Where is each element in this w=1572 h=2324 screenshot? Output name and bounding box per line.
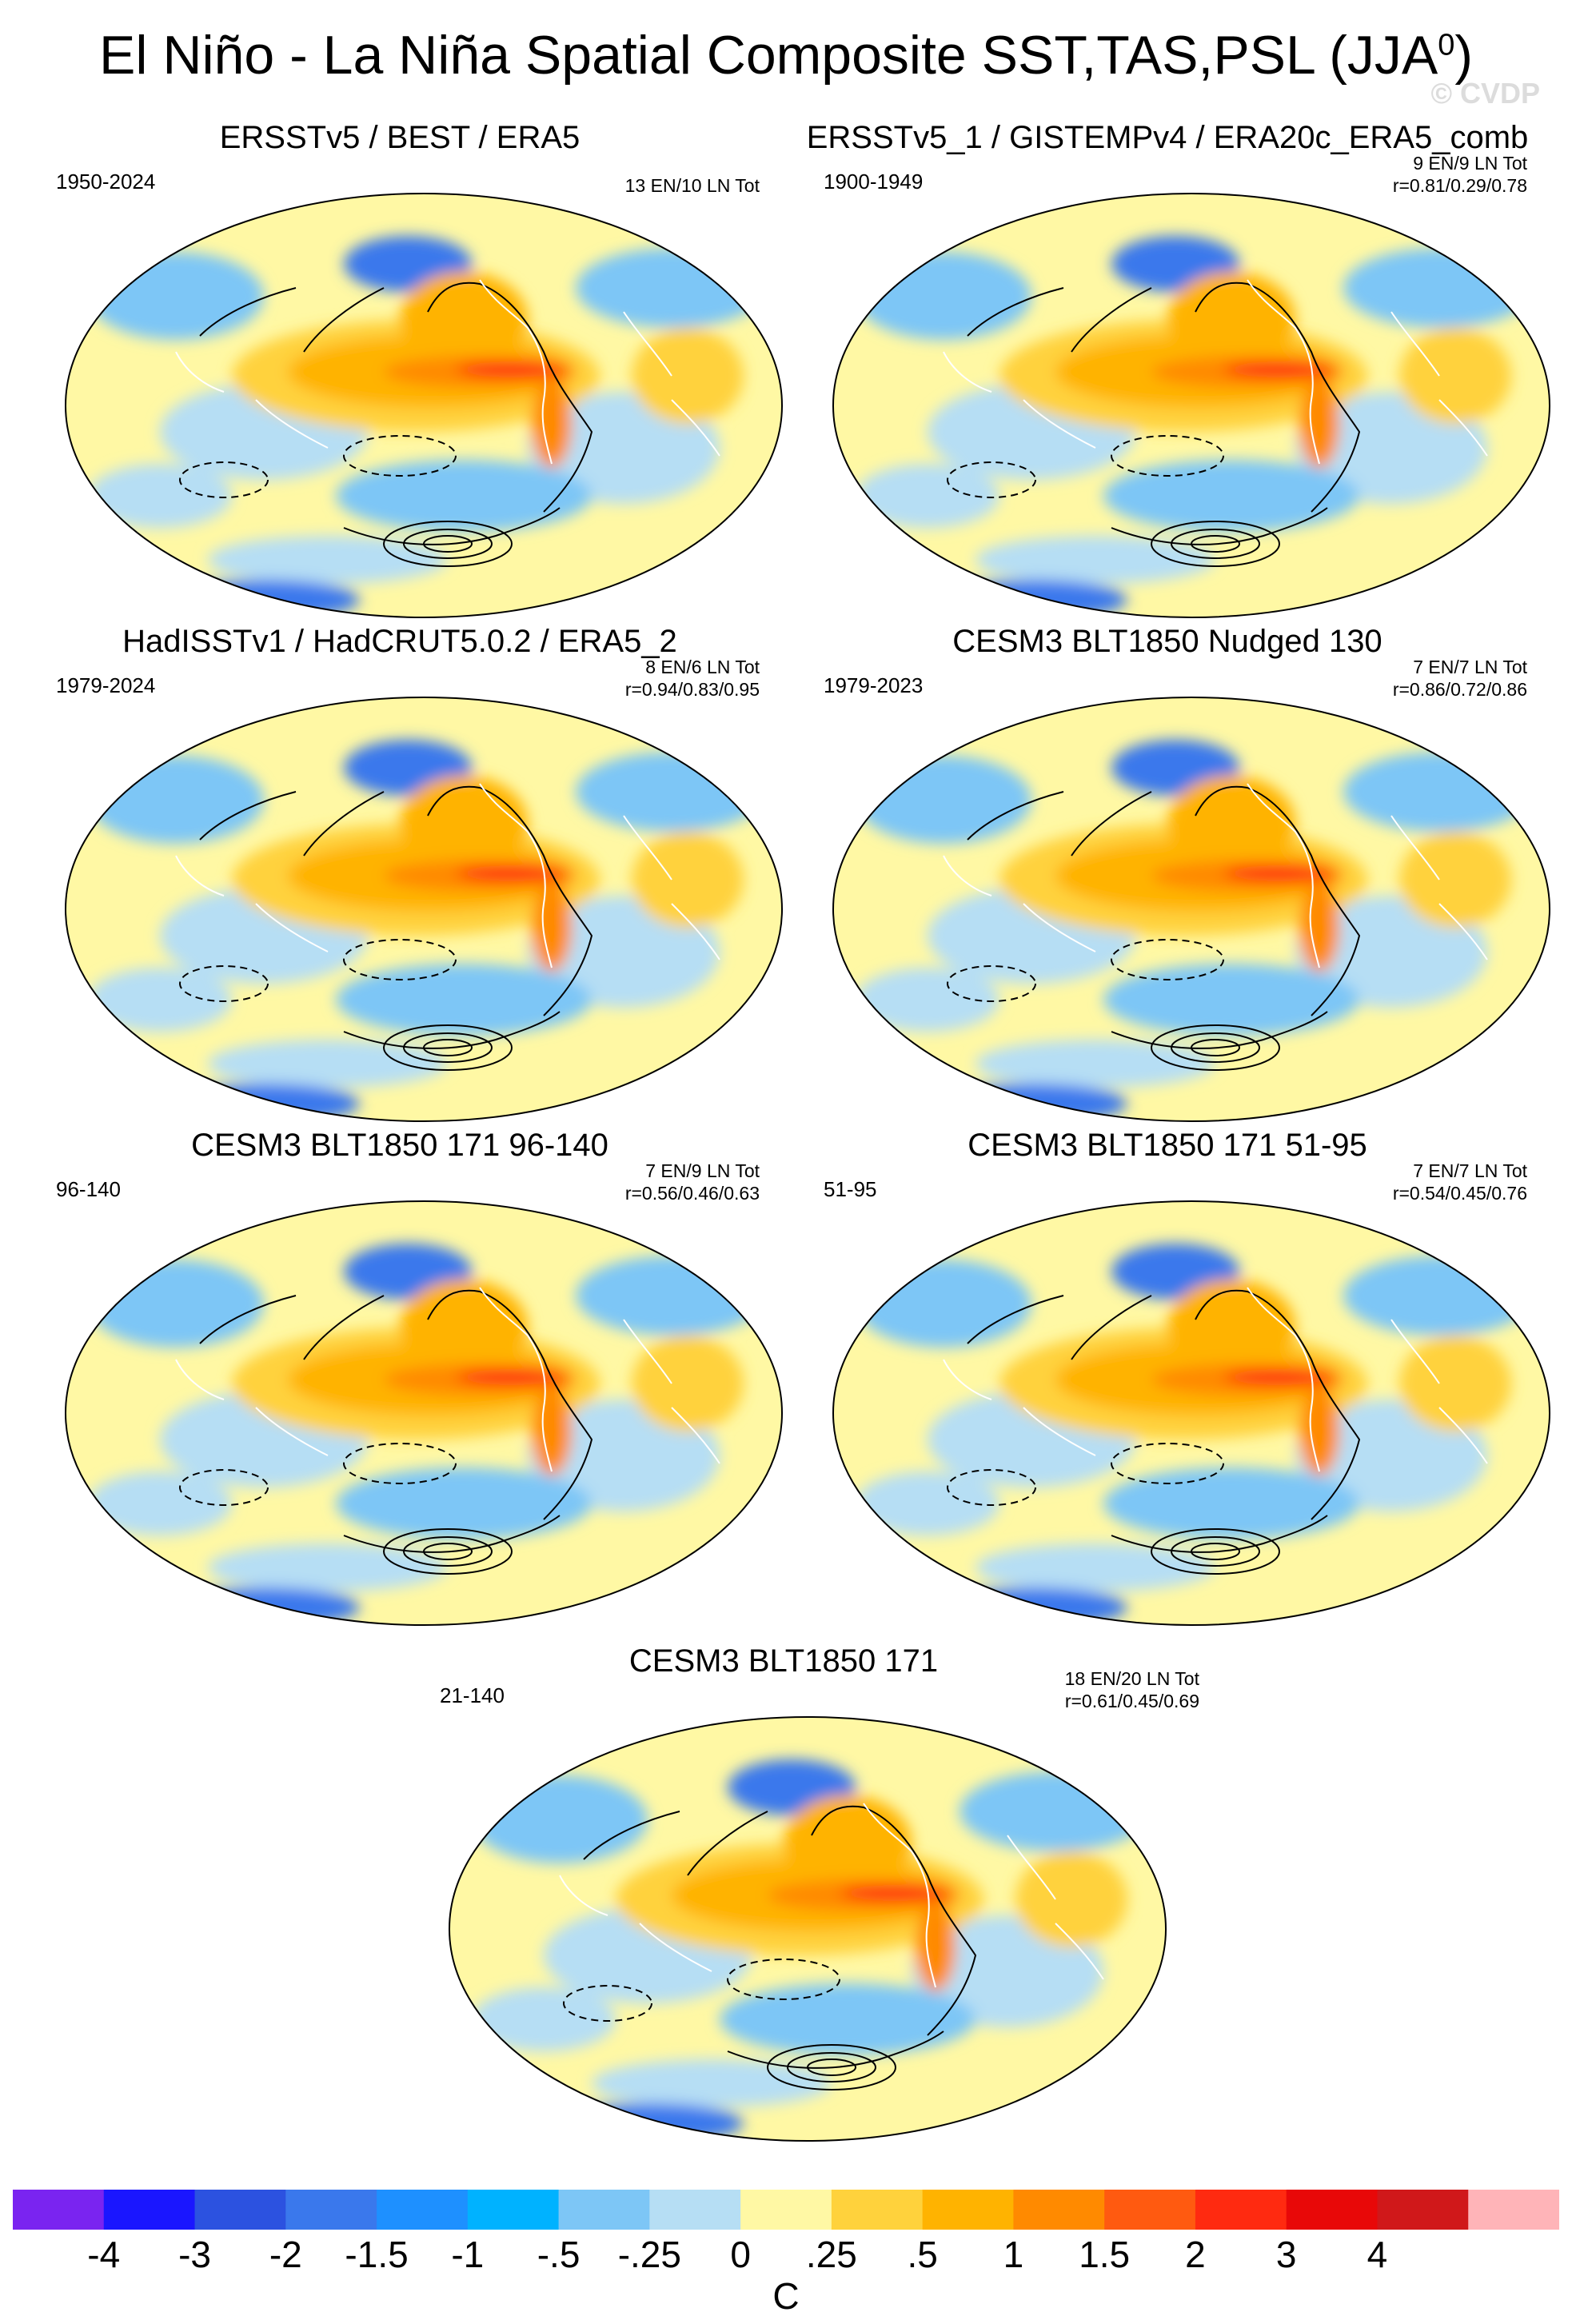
panel-years: 1950-2024 <box>56 170 156 194</box>
composite-map <box>832 192 1551 620</box>
panel-6: CESM3 BLT1850 171 51-95 51-95 7 EN/7 LN … <box>800 1128 1535 1627</box>
panel-stats: 8 EN/6 LN Tot r=0.94/0.83/0.95 <box>625 656 760 701</box>
panel-correlation: r=0.81/0.29/0.78 <box>1392 175 1527 196</box>
colorbar-box <box>13 2190 105 2230</box>
colorbar-box <box>103 2190 196 2230</box>
panel-3: HadISSTv1 / HadCRUT5.0.2 / ERA5_2 1979-2… <box>32 624 768 1124</box>
tick-label: -1.5 <box>345 2234 409 2275</box>
colorbar-box <box>740 2190 832 2230</box>
panel-years: 1979-2023 <box>824 673 924 697</box>
panel-stats: 7 EN/9 LN Tot r=0.56/0.46/0.63 <box>625 1160 760 1204</box>
panel-count: 7 EN/7 LN Tot <box>1413 657 1527 677</box>
tick-label: -2 <box>269 2234 302 2275</box>
composite-map <box>64 1200 784 1627</box>
panel-years: 21-140 <box>440 1683 505 1707</box>
figure-title: El Niño - La Niña Spatial Composite SST,… <box>0 24 1572 86</box>
colorbar-box <box>285 2190 377 2230</box>
colorbar <box>13 2190 1559 2230</box>
colorbar-box <box>922 2190 1014 2230</box>
colorbar-box <box>467 2190 560 2230</box>
title-text: El Niño - La Niña Spatial Composite SST,… <box>98 25 1438 86</box>
panel-stats: 18 EN/20 LN Tot r=0.61/0.45/0.69 <box>1065 1667 1199 1712</box>
panel-count: 7 EN/9 LN Tot <box>645 1160 760 1181</box>
panel-1: ERSSTv5 / BEST / ERA5 1950-2024 13 EN/10… <box>32 120 768 620</box>
panel-stats: 9 EN/9 LN Tot r=0.81/0.29/0.78 <box>1393 152 1527 197</box>
panel-title: CESM3 BLT1850 171 96-140 <box>191 1128 608 1163</box>
panel-title: HadISSTv1 / HadCRUT5.0.2 / ERA5_2 <box>122 624 677 659</box>
tick-label: 3 <box>1275 2234 1297 2275</box>
panel-correlation: r=0.56/0.46/0.63 <box>624 1183 760 1204</box>
panel-correlation: r=0.54/0.45/0.76 <box>1392 1183 1527 1204</box>
panel-count: 7 EN/7 LN Tot <box>1413 1160 1527 1181</box>
panel-count: 18 EN/20 LN Tot <box>1064 1668 1199 1689</box>
colorbar-box <box>1104 2190 1196 2230</box>
colorbar-box <box>558 2190 650 2230</box>
tick-label: .5 <box>907 2234 938 2275</box>
panel-count: 9 EN/9 LN Tot <box>1413 153 1527 174</box>
composite-map <box>832 696 1551 1124</box>
colorbar-box <box>377 2190 469 2230</box>
cvdp-watermark: © CVDP <box>1430 77 1540 110</box>
colorbar-box <box>194 2190 286 2230</box>
panel-years: 1900-1949 <box>824 170 924 194</box>
panel-stats: 7 EN/7 LN Tot r=0.86/0.72/0.86 <box>1393 656 1527 701</box>
tick-label: 1.5 <box>1079 2234 1131 2275</box>
composite-map <box>448 1715 1167 2143</box>
tick-label: -.5 <box>537 2234 581 2275</box>
composite-map <box>64 192 784 620</box>
title-close: ) <box>1454 25 1474 86</box>
tick-label: 0 <box>730 2234 751 2275</box>
tick-label: -1 <box>451 2234 485 2275</box>
tick-label: -4 <box>87 2234 121 2275</box>
panel-title: ERSSTv5 / BEST / ERA5 <box>219 120 581 155</box>
tick-label: 2 <box>1185 2234 1206 2275</box>
panel-title: CESM3 BLT1850 171 <box>628 1643 939 1679</box>
panel-title: CESM3 BLT1850 Nudged 130 <box>952 624 1382 659</box>
panel-stats: 13 EN/10 LN Tot <box>625 174 760 197</box>
tick-label: 1 <box>1003 2234 1024 2275</box>
colorbar-box <box>831 2190 924 2230</box>
panel-5: CESM3 BLT1850 171 96-140 96-140 7 EN/9 L… <box>32 1128 768 1627</box>
panel-count: 8 EN/6 LN Tot <box>645 657 760 677</box>
panel-7: CESM3 BLT1850 171 21-140 18 EN/20 LN Tot… <box>416 1643 1199 2143</box>
colorbar-unit: C <box>772 2275 800 2317</box>
panel-4: CESM3 BLT1850 Nudged 130 1979-2023 7 EN/… <box>800 624 1535 1124</box>
tick-label: 4 <box>1367 2234 1388 2275</box>
panel-years: 51-95 <box>824 1177 877 1201</box>
tick-label: -3 <box>178 2234 211 2275</box>
panel-title: ERSSTv5_1 / GISTEMPv4 / ERA20c_ERA5_comb <box>806 120 1529 155</box>
panel-correlation: r=0.86/0.72/0.86 <box>1392 679 1527 700</box>
panel-correlation: r=0.61/0.45/0.69 <box>1064 1691 1199 1711</box>
tick-label: -.25 <box>617 2234 681 2275</box>
panel-correlation: r=0.94/0.83/0.95 <box>624 679 760 700</box>
panel-years: 1979-2024 <box>56 673 156 697</box>
panel-years: 96-140 <box>56 1177 121 1201</box>
colorbar-box <box>649 2190 741 2230</box>
panel-stats: 7 EN/7 LN Tot r=0.54/0.45/0.76 <box>1393 1160 1527 1204</box>
panel-count: 13 EN/10 LN Tot <box>624 175 760 196</box>
colorbar-box <box>1377 2190 1469 2230</box>
colorbar-box <box>1195 2190 1287 2230</box>
panel-title: CESM3 BLT1850 171 51-95 <box>968 1128 1367 1163</box>
composite-map <box>64 696 784 1124</box>
title-superscript: 0 <box>1438 28 1455 62</box>
colorbar-box <box>1468 2190 1559 2230</box>
colorbar-box <box>1286 2190 1378 2230</box>
colorbar-ticks: -4 -3 -2 -1.5 -1 -.5 -.25 0 .25 .5 1 1.5… <box>13 2233 1559 2281</box>
panel-2: ERSSTv5_1 / GISTEMPv4 / ERA20c_ERA5_comb… <box>800 120 1535 620</box>
composite-map <box>832 1200 1551 1627</box>
tick-label: .25 <box>805 2234 857 2275</box>
colorbar-box <box>1013 2190 1105 2230</box>
